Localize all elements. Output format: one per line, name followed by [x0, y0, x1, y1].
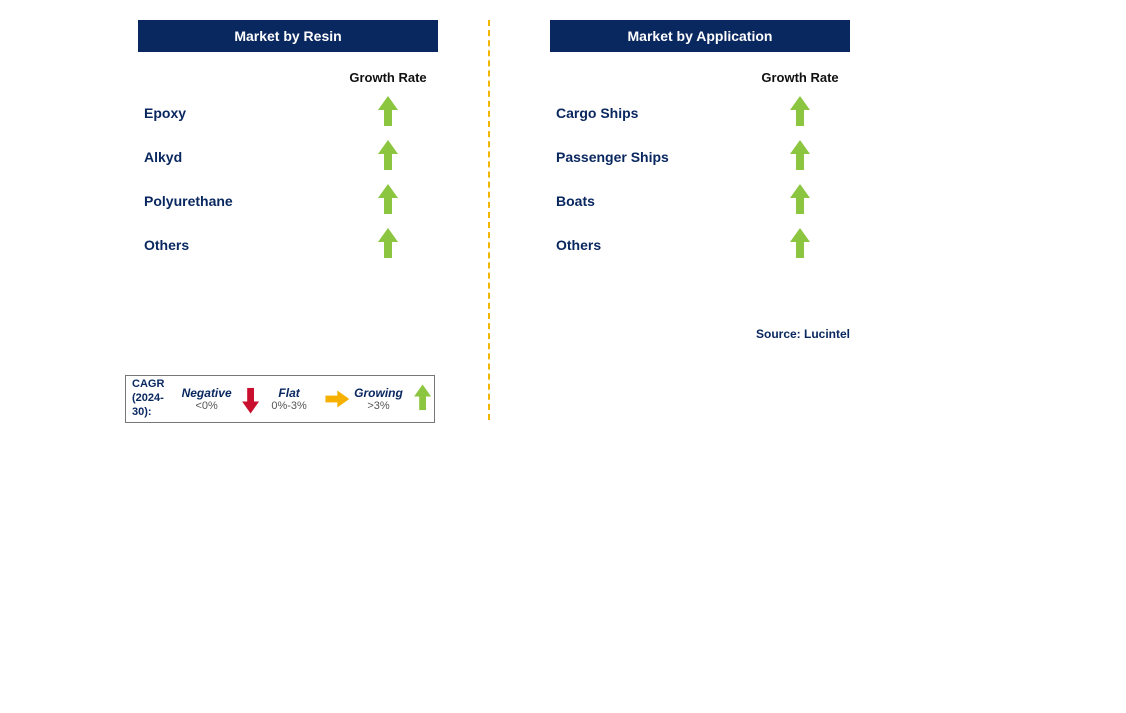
arrow-right-icon [326, 391, 343, 406]
row-label: Others [138, 237, 338, 253]
table-row: Passenger Ships [550, 135, 850, 179]
arrow-up-icon [791, 186, 809, 216]
row-label: Boats [550, 193, 750, 209]
arrow-up-icon [414, 386, 425, 412]
legend-label: Flat [278, 386, 299, 400]
arrow-up-icon [791, 230, 809, 260]
panel-resin-title: Market by Resin [138, 20, 438, 52]
panel-resin: Market by Resin Growth Rate Epoxy Alkyd … [138, 20, 438, 420]
arrow-cell [750, 230, 850, 260]
arrow-up-icon [791, 98, 809, 128]
legend-label: Negative [182, 386, 232, 400]
table-row: Alkyd [138, 135, 438, 179]
legend-label: Growing [354, 386, 403, 400]
arrow-cell [338, 98, 438, 128]
arrow-up-icon [379, 142, 397, 172]
legend-item-negative: Negative <0% [178, 386, 236, 412]
arrow-cell [750, 186, 850, 216]
growth-rate-header-right: Growth Rate [750, 70, 850, 85]
row-label: Epoxy [138, 105, 338, 121]
row-label: Cargo Ships [550, 105, 750, 121]
table-row: Polyurethane [138, 179, 438, 223]
row-label: Passenger Ships [550, 149, 750, 165]
growth-rate-header-left: Growth Rate [338, 70, 438, 85]
table-row: Epoxy [138, 91, 438, 135]
legend-item-growing: Growing >3% [350, 386, 408, 412]
arrow-cell [338, 186, 438, 216]
vertical-divider [488, 20, 490, 420]
arrow-cell [338, 142, 438, 172]
arrow-up-icon [379, 98, 397, 128]
arrow-up-icon [379, 230, 397, 260]
legend-heading: CAGR (2024-30): [132, 378, 174, 419]
arrow-cell [750, 142, 850, 172]
legend-item-flat: Flat 0%-3% [260, 386, 318, 412]
chart-container: Market by Resin Growth Rate Epoxy Alkyd … [138, 20, 878, 420]
row-label: Alkyd [138, 149, 338, 165]
table-row: Cargo Ships [550, 91, 850, 135]
legend-heading-line1: CAGR [132, 378, 164, 390]
arrow-up-icon [791, 142, 809, 172]
panel-application: Market by Application Growth Rate Cargo … [550, 20, 850, 420]
row-label: Others [550, 237, 750, 253]
row-label: Polyurethane [138, 193, 338, 209]
arrow-cell [338, 230, 438, 260]
legend-range: 0%-3% [271, 400, 306, 412]
table-row: Others [550, 223, 850, 267]
legend-heading-line2: (2024-30): [132, 392, 164, 418]
panel-application-title: Market by Application [550, 20, 850, 52]
arrow-up-icon [379, 186, 397, 216]
table-row: Others [138, 223, 438, 267]
arrow-cell [750, 98, 850, 128]
table-row: Boats [550, 179, 850, 223]
source-label: Source: Lucintel [550, 327, 850, 341]
arrow-down-icon [243, 386, 254, 412]
legend-range: <0% [195, 400, 217, 412]
legend-box: CAGR (2024-30): Negative <0% Flat 0%-3% … [125, 375, 435, 423]
legend-range: >3% [367, 400, 389, 412]
